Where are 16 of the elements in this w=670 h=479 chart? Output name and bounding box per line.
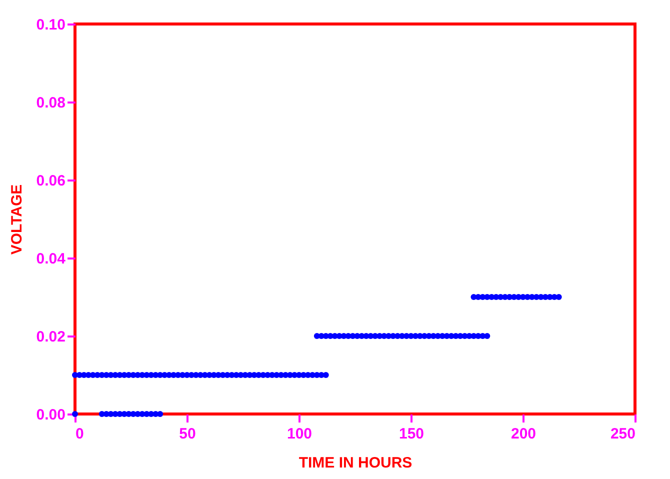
y-tick-label: 0.10: [36, 16, 66, 34]
x-axis-title: TIME IN HOURS: [298, 454, 412, 472]
y-tick-label: 0.08: [36, 94, 66, 112]
x-tick-label: 250: [610, 426, 636, 442]
point: [157, 411, 164, 417]
x-tick-label: 0: [76, 426, 84, 442]
y-tick-label: 0.02: [36, 328, 66, 346]
x-tick-label: 200: [510, 426, 536, 442]
y-axis-title: VOLTAGE: [8, 184, 26, 255]
y-tick-label: 0.00: [36, 406, 66, 424]
point: [72, 411, 78, 417]
y-tick-label: 0.04: [36, 250, 66, 268]
y-tick-label: 0.06: [36, 172, 66, 190]
x-tick-label: 100: [286, 426, 312, 442]
x-tick-label: 50: [179, 426, 196, 442]
x-tick-label: 150: [398, 426, 424, 442]
